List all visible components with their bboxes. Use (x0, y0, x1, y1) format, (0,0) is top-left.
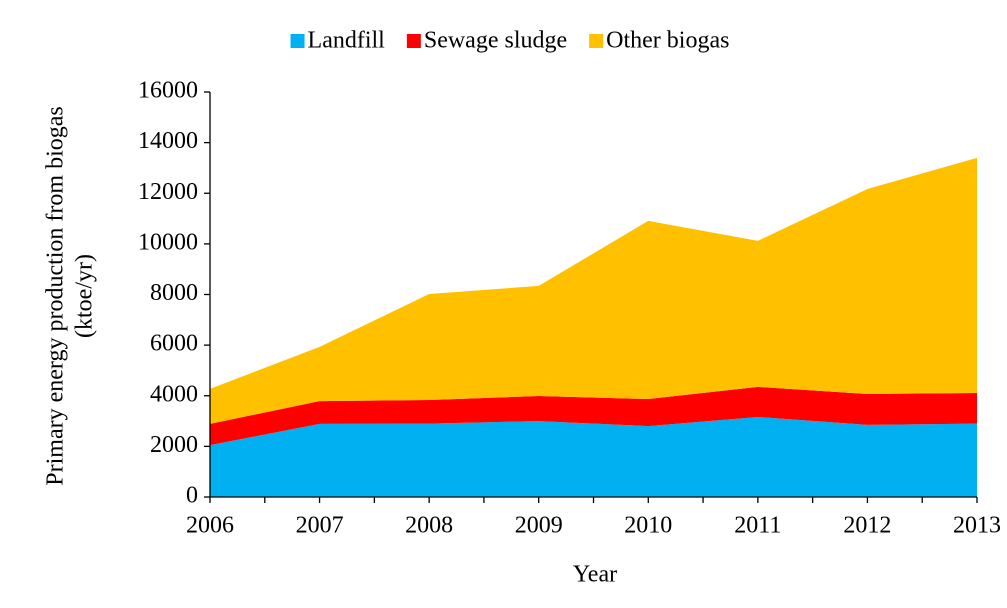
y-tick-label: 6000 (150, 331, 198, 357)
area (210, 386, 977, 446)
legend-label: Landfill (308, 28, 386, 54)
x-tick-label: 2010 (624, 513, 672, 539)
y-tick-label: 16000 (138, 78, 198, 104)
y-tick-label: 12000 (138, 179, 198, 205)
y-tick-label: 14000 (138, 128, 198, 154)
x-tick-label: 2009 (515, 513, 563, 539)
y-tick-label: 10000 (138, 229, 198, 255)
y-tick-label: 4000 (150, 381, 198, 407)
legend-label: Sewage sludge (424, 28, 567, 54)
x-tick-label: 2012 (843, 513, 891, 539)
y-tick-label: 0 (186, 483, 198, 509)
y-axis-label: Primary energy production from biogas (43, 106, 69, 485)
x-tick-label: 2008 (405, 513, 453, 539)
legend-swatch (406, 34, 421, 48)
y-axis-label: (ktoe/yr) (72, 254, 98, 338)
legend-swatch (589, 34, 604, 48)
x-tick-label: 2011 (734, 513, 781, 539)
legend-label: Other biogas (606, 28, 729, 54)
legend: Landfill Sewage sludge Other biogas (290, 28, 729, 54)
x-tick-label: 2007 (296, 513, 344, 539)
y-tick-label: 2000 (150, 432, 198, 458)
area (210, 417, 977, 497)
legend-swatch (290, 34, 305, 48)
x-tick-label: 2013 (953, 513, 1001, 539)
y-tick-label: 8000 (150, 280, 198, 306)
area (210, 157, 977, 424)
y-axis-label-group: Primary energy production from biogas (k… (43, 106, 98, 485)
x-tick-label: 2006 (186, 513, 234, 539)
x-axis-label: Year (573, 562, 617, 588)
